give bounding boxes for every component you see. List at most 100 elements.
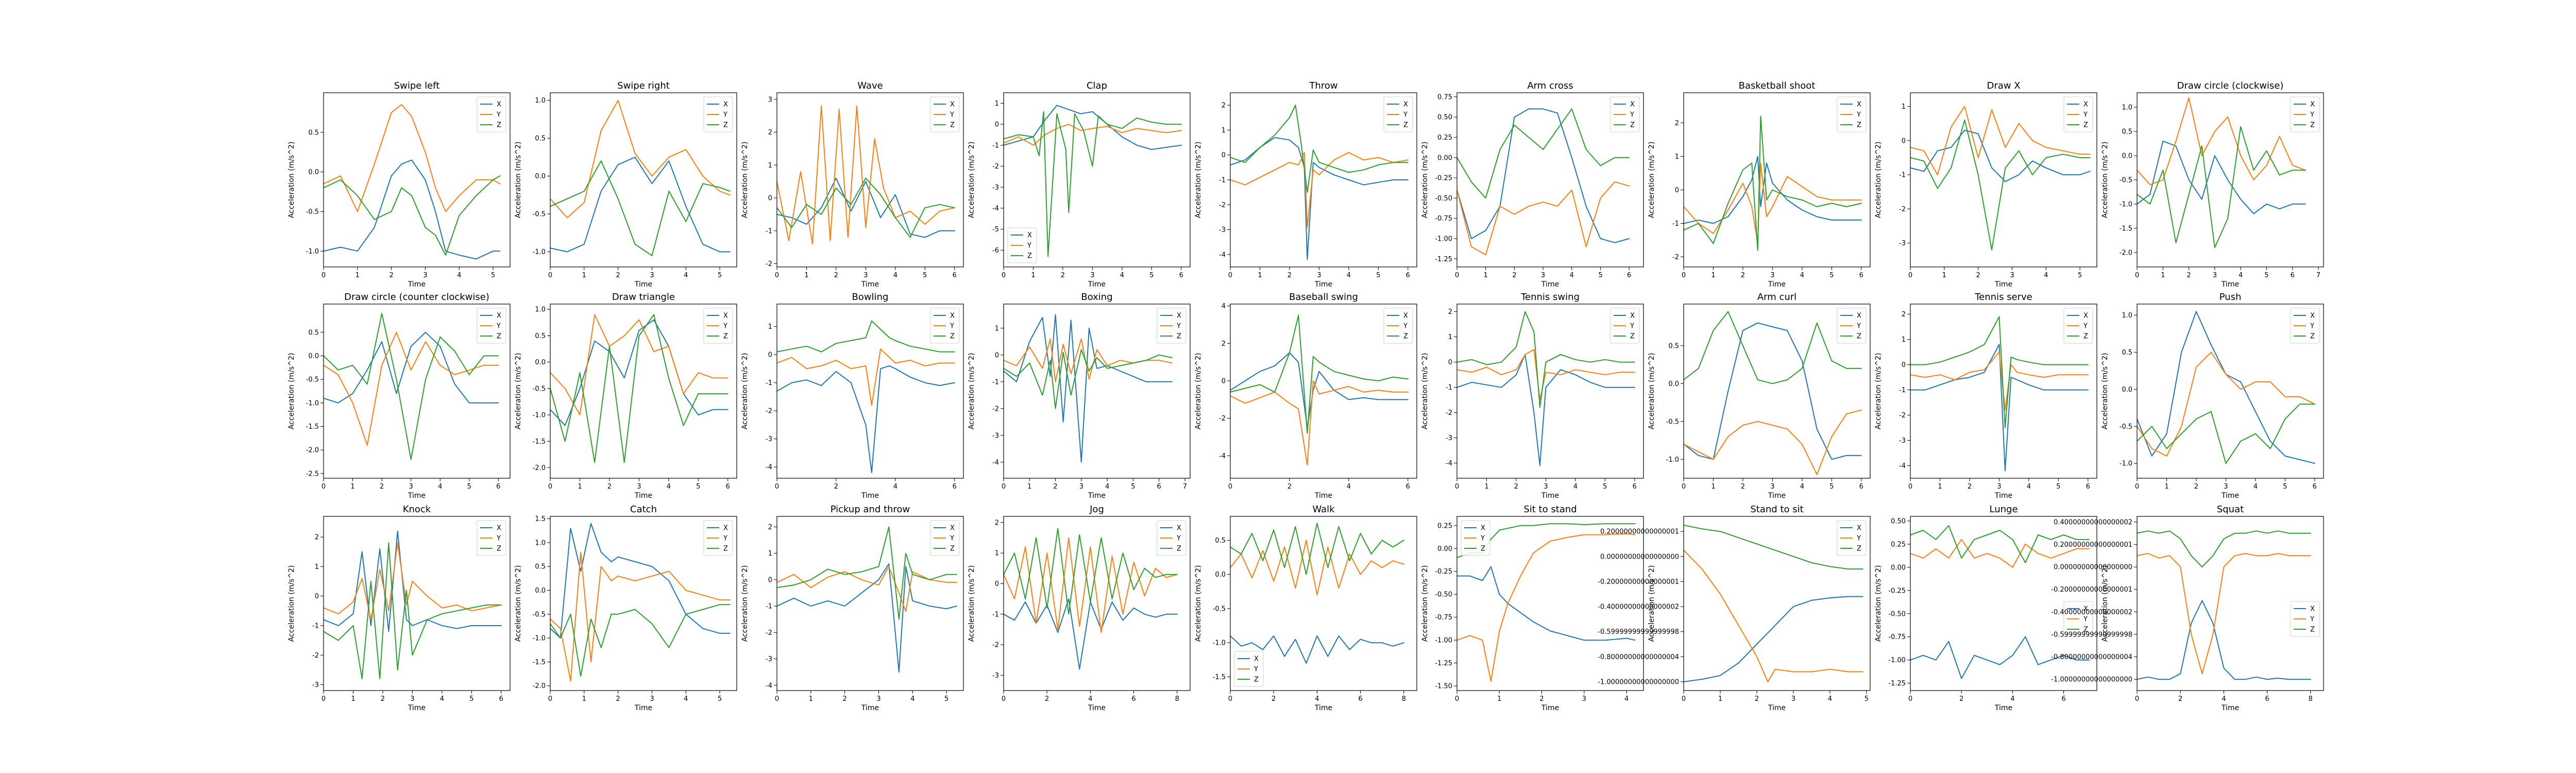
legend-label: Y [2310, 323, 2314, 330]
legend: XYZ [930, 520, 960, 556]
x-axis-label: Time [1994, 704, 2012, 712]
legend-label: Y [496, 323, 501, 330]
series-line-x [1004, 314, 1173, 463]
y-tick-label: 0.00000000000000000 [2054, 564, 2132, 572]
series-group [1684, 311, 1862, 475]
series-line-x [777, 177, 955, 238]
y-tick-label: -0.5 [306, 376, 319, 384]
series-line-x [1230, 635, 1404, 664]
x-tick-label: 2 [1959, 695, 1963, 703]
series-line-x [777, 563, 957, 673]
y-axis-label: Acceleration (m/s^2) [287, 353, 296, 430]
legend-label: X [497, 525, 501, 532]
x-tick-label: 3 [1791, 695, 1795, 703]
y-tick-label: 1 [315, 563, 319, 571]
y-tick-label: -1 [992, 611, 999, 618]
y-tick-label: -4 [766, 464, 772, 472]
legend-label: X [1857, 101, 1861, 109]
x-tick-label: 2 [834, 483, 838, 491]
y-tick-label: 0.00000000000000000 [1600, 553, 1679, 561]
plot-frame [323, 304, 511, 479]
x-tick-label: 0 [1908, 272, 1912, 279]
x-tick-label: 3 [2224, 483, 2228, 491]
x-tick-label: 0 [775, 483, 779, 491]
y-tick-label: -1.0 [533, 412, 546, 419]
y-tick-label: 0.0 [535, 587, 546, 595]
y-tick-label: 0 [995, 351, 999, 359]
x-tick-label: 4 [1573, 483, 1578, 491]
x-tick-label: 6 [1633, 483, 1637, 491]
x-tick-label: 3 [2010, 272, 2014, 279]
y-tick-label: 0.50 [1437, 114, 1452, 122]
y-tick-label: -1 [1899, 386, 1906, 394]
plot-frame [550, 304, 737, 479]
y-tick-label: -0.75 [1435, 614, 1452, 621]
legend: XYZ [2063, 601, 2093, 637]
series-line-y [1457, 349, 1635, 401]
plot-frame [1910, 92, 2097, 267]
subplot-title: Jog [1089, 504, 1104, 515]
subplot-title: Draw X [1987, 80, 2020, 91]
y-tick-label: -2 [1219, 415, 1226, 423]
series-line-z [2137, 404, 2315, 464]
legend-label: Z [950, 122, 955, 129]
x-tick-label: 4 [2044, 272, 2048, 279]
series-line-x [1004, 105, 1182, 150]
series-line-y [550, 551, 731, 682]
legend-label: X [723, 525, 728, 532]
x-tick-label: 0 [1228, 483, 1232, 491]
y-tick-label: -2 [766, 629, 772, 637]
y-axis-label: Acceleration (m/s^2) [514, 565, 522, 642]
legend-label: Z [2310, 122, 2315, 129]
subplot: Clap 0 1 2 3 4 5 6 -6 -5 -4 -3 -2 -1 0 1 Time Acceleratio… [968, 80, 1191, 289]
series-line-z [1230, 105, 1409, 193]
plot-frame [1683, 304, 1871, 479]
series-line-z [1910, 525, 2090, 563]
x-tick-label: 2 [380, 483, 384, 491]
y-tick-label: 3 [768, 96, 772, 104]
y-tick-label: -1.5 [533, 659, 546, 666]
y-tick-label: -1.0 [306, 248, 319, 256]
x-tick-label: 5 [923, 272, 927, 279]
series-line-z [1004, 528, 1178, 615]
subplot: Pickup and throw 0 1 2 3 4 5 -4 -3 -2 -1 0 1 2 Time Acc… [741, 504, 964, 712]
legend-label: X [1403, 101, 1408, 109]
y-axis-label: Acceleration (m/s^2) [2101, 565, 2109, 642]
series-group [1004, 105, 1182, 257]
x-tick-label: 3 [650, 272, 654, 279]
x-tick-label: 8 [1402, 695, 1406, 703]
series-line-x [1684, 596, 1863, 682]
subplot-title: Clap [1087, 80, 1107, 91]
legend-label: Y [1403, 111, 1408, 119]
x-tick-label: 3 [1770, 483, 1774, 491]
x-tick-label: 1 [1484, 483, 1488, 491]
y-axis-label: Acceleration (m/s^2) [1874, 142, 1883, 219]
x-axis-label: Time [1768, 280, 1786, 289]
x-tick-label: 0 [321, 695, 326, 703]
y-tick-label: -4 [992, 205, 999, 212]
y-tick-label: -1.00 [1435, 637, 1452, 645]
series-line-z [550, 314, 728, 463]
plot-frame [1003, 516, 1191, 691]
series-group [2137, 97, 2306, 248]
x-tick-label: 8 [2309, 695, 2313, 703]
x-tick-label: 6 [2086, 483, 2090, 491]
y-axis-label: Acceleration (m/s^2) [1648, 353, 1656, 430]
x-tick-label: 2 [1272, 695, 1276, 703]
series-group [2137, 311, 2315, 464]
series-line-y [324, 104, 501, 212]
x-tick-label: 2 [842, 695, 846, 703]
series-line-z [1230, 314, 1409, 434]
plot-frame [1003, 92, 1191, 267]
x-tick-label: 6 [2291, 272, 2295, 279]
y-tick-label: 0 [1902, 361, 1906, 369]
y-axis-label: Acceleration (m/s^2) [968, 142, 976, 219]
x-tick-label: 1 [350, 483, 354, 491]
y-tick-label: -2 [766, 408, 772, 415]
y-tick-label: -0.20000000000000001 [1598, 578, 1679, 586]
x-tick-label: 6 [726, 483, 730, 491]
x-tick-label: 6 [1358, 695, 1362, 703]
subplot: Bowling 0 2 4 6 -4 -3 -2 -1 0 1 Time Acceleration (m… [741, 292, 964, 500]
y-tick-label: -1.00000000000000000 [2051, 676, 2132, 684]
legend-label: Z [1177, 545, 1181, 553]
